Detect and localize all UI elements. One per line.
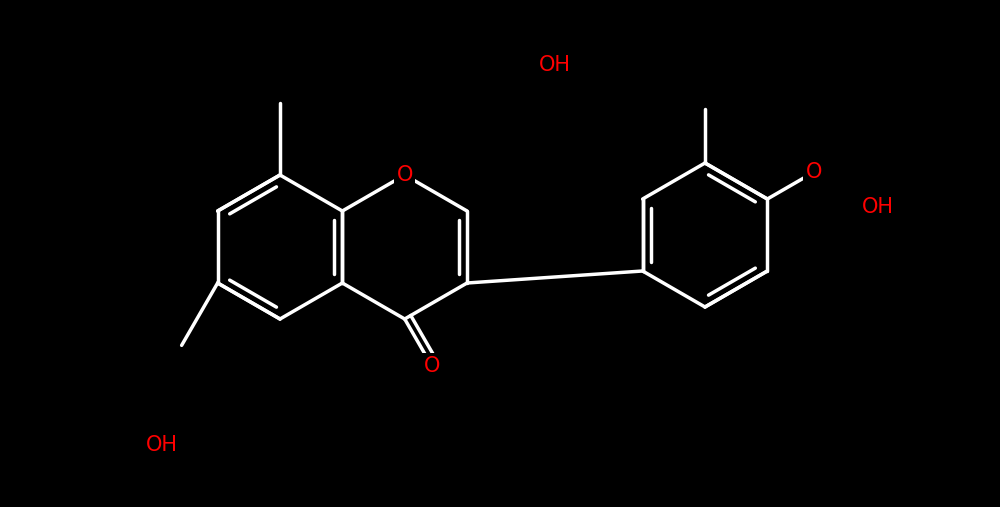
- Text: O: O: [397, 165, 413, 185]
- Text: O: O: [806, 162, 822, 182]
- Text: OH: OH: [862, 197, 894, 217]
- Text: OH: OH: [146, 435, 178, 455]
- Text: O: O: [424, 356, 440, 376]
- Text: OH: OH: [539, 55, 571, 75]
